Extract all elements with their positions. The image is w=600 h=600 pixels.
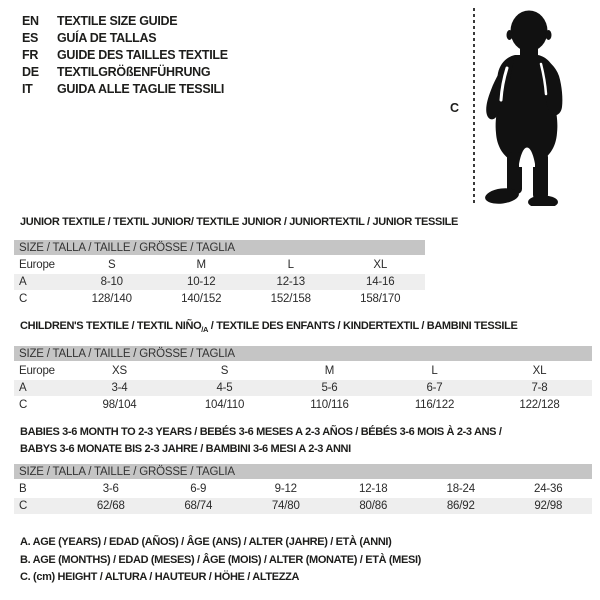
row-label-cell: C [19,500,28,512]
value-cell: 18-24 [446,483,476,495]
value-cell: 128/140 [91,293,132,305]
value-cell: 104/110 [204,399,245,411]
row-label-cell: A [19,276,27,288]
language-row-de: DE TEXTILGRÖßENFÜHRUNG [22,63,228,80]
table-row: Europe S M L XL [14,257,425,273]
value-cell: 14-16 [366,276,395,288]
language-label: TEXTILGRÖßENFÜHRUNG [57,64,211,79]
babies-title-line1: BABIES 3-6 MONTH TO 2-3 YEARS / BEBÉS 3-… [20,426,502,438]
value-cell: 12-18 [359,483,388,495]
value-cell: XS [112,365,127,377]
legend-line-b: B. AGE (MONTHS) / EDAD (MESES) / ÂGE (MO… [20,553,421,566]
children-size-table: SIZE / TALLA / TAILLE / GRÖSSE / TAGLIA … [14,346,592,414]
value-cell: 6-9 [190,483,207,495]
row-label-cell: Europe [19,259,55,271]
row-label-cell: Europe [19,365,55,377]
language-label: GUIDA ALLE TAGLIE TESSILI [57,81,225,96]
value-cell: 158/170 [360,293,401,305]
table-row: A 8-10 10-12 12-13 14-16 [14,274,425,290]
language-title-block: EN TEXTILE SIZE GUIDE ES GUÍA DE TALLAS … [22,12,228,97]
language-code: IT [22,81,33,96]
value-cell: 7-8 [531,382,548,394]
language-row-fr: FR GUIDE DES TAILLES TEXTILE [22,46,228,63]
language-code: ES [22,30,39,45]
value-cell: 116/122 [414,399,455,411]
value-cell: 3-6 [102,483,119,495]
value-cell: S [108,259,116,271]
value-cell: 122/128 [519,399,560,411]
value-cell: M [196,259,207,271]
babies-title-line2: BABYS 3-6 MONATE BIS 2-3 JAHRE / BAMBINI… [20,443,351,455]
language-label: GUÍA DE TALLAS [57,30,157,45]
value-cell: 8-10 [100,276,123,288]
row-label-cell: B [19,483,27,495]
value-cell: 140/152 [181,293,222,305]
value-cell: 74/80 [271,500,300,512]
value-cell: 10-12 [187,276,216,288]
value-cell: 86/92 [446,500,475,512]
junior-table-title: JUNIOR TEXTILE / TEXTIL JUNIOR/ TEXTILE … [20,216,459,228]
value-cell: 3-4 [111,382,128,394]
value-cell: 152/158 [270,293,311,305]
size-header-bar: SIZE / TALLA / TAILLE / GRÖSSE / TAGLIA [14,346,592,361]
measurement-legend: A. AGE (YEARS) / EDAD (AÑOS) / ÂGE (ANS)… [20,536,421,589]
row-label-cell: A [19,382,27,394]
value-cell: 62/68 [96,500,125,512]
value-cell: 24-36 [534,483,563,495]
language-code: DE [22,64,39,79]
table-row: C 62/68 68/74 74/80 80/86 86/92 92/98 [14,498,592,514]
language-code: EN [22,13,39,28]
legend-line-a: A. AGE (YEARS) / EDAD (AÑOS) / ÂGE (ANS)… [20,536,392,548]
language-row-en: EN TEXTILE SIZE GUIDE [22,12,228,29]
baby-silhouette-image [485,10,563,206]
value-cell: S [220,365,229,377]
table-row: A 3-4 4-5 5-6 6-7 7-8 [14,380,592,396]
value-cell: XL [532,365,547,377]
row-label-cell: C [19,293,28,305]
table-row: C 128/140 140/152 152/158 158/170 [14,291,425,307]
value-cell: 12-13 [276,276,306,288]
junior-size-table: SIZE / TALLA / TAILLE / GRÖSSE / TAGLIA … [14,240,425,308]
legend-line-c: C. (cm) HEIGHT / ALTURA / HAUTEUR / HÖHE… [20,571,300,583]
height-measure-label: C [450,101,459,115]
language-row-es: ES GUÍA DE TALLAS [22,29,228,46]
babies-size-table: SIZE / TALLA / TAILLE / GRÖSSE / TAGLIA … [14,464,592,515]
value-cell: L [431,365,438,377]
title-subscript: /A [201,325,209,335]
value-cell: 110/116 [310,399,349,411]
value-cell: L [287,259,294,271]
table-row: Europe XS S M L XL [14,363,592,379]
value-cell: 9-12 [274,483,297,495]
value-cell: 68/74 [184,500,213,512]
language-row-it: IT GUIDA ALLE TAGLIE TESSILI [22,80,228,97]
value-cell: M [324,365,335,377]
baby-ear-right [545,30,552,40]
height-measure-dotted-line [473,8,475,206]
size-header-bar: SIZE / TALLA / TAILLE / GRÖSSE / TAGLIA [14,240,425,255]
language-code: FR [22,47,39,62]
table-row: C 98/104 104/110 110/116 116/122 122/128 [14,397,592,413]
table-row: B 3-6 6-9 9-12 12-18 18-24 24-36 [14,481,592,497]
language-label: TEXTILE SIZE GUIDE [57,13,178,28]
language-label: GUIDE DES TAILLES TEXTILE [57,47,228,62]
value-cell: 98/104 [102,399,137,411]
row-label-cell: C [19,399,28,411]
value-cell: 5-6 [321,382,338,394]
value-cell: 92/98 [534,500,563,512]
value-cell: XL [373,259,388,271]
baby-ear-left [506,30,513,40]
value-cell: 4-5 [216,382,233,394]
babies-table-title: BABIES 3-6 MONTH TO 2-3 YEARS / BEBÉS 3-… [20,424,502,458]
value-cell: 80/86 [359,500,388,512]
value-cell: 6-7 [426,382,443,394]
size-header-bar: SIZE / TALLA / TAILLE / GRÖSSE / TAGLIA [14,464,592,479]
children-table-title: CHILDREN'S TEXTILE / TEXTIL NIÑO/A / TEX… [20,320,518,335]
